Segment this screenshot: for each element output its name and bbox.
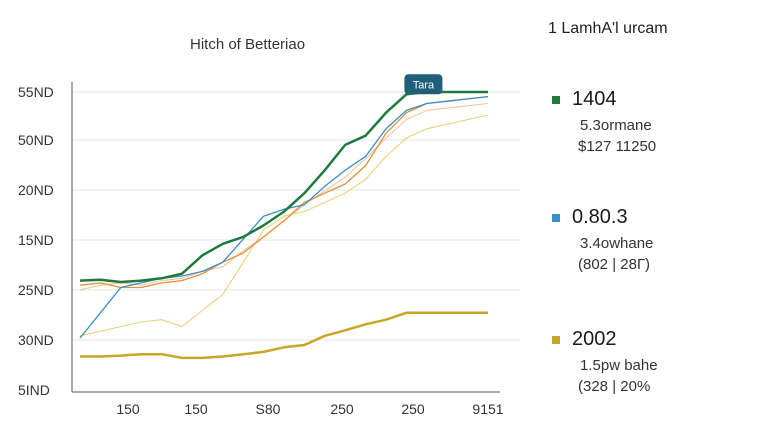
legend-value-3: 2002 <box>572 328 617 350</box>
y-tick-label: 50ND <box>18 132 54 148</box>
legend-line2-3: 1.5pw bahe <box>580 357 658 374</box>
annotation-box <box>404 74 443 95</box>
series-line-orange <box>79 95 489 289</box>
x-tick-label: 150 <box>184 401 208 417</box>
legend-line3-3: (328 | 20% <box>578 378 651 395</box>
legend-line3-1: $127 11250 <box>578 138 657 155</box>
x-tick-label: S80 <box>256 401 281 417</box>
y-tick-label: 25ND <box>18 282 54 298</box>
legend-line3-2: (802 | 28Г) <box>578 256 651 273</box>
legend-entry-3: 2002 1.5pw bahe (328 | 20% <box>552 328 752 395</box>
y-tick-label: 30ND <box>18 332 54 348</box>
series-line-1404 <box>79 90 488 284</box>
legend-swatch-2 <box>552 213 560 222</box>
chart-title: Hitch of Betteriao <box>190 36 306 53</box>
header-right-label: 1 LamhА'l urcam <box>548 20 668 37</box>
legend-value-1: 1404 <box>572 88 617 110</box>
y-tick-label: 55ND <box>18 84 54 100</box>
x-tick-label: 150 <box>116 401 140 417</box>
x-tick-label: 9151 <box>472 401 503 417</box>
series-line-0803 <box>79 95 489 339</box>
y-tick-label: 5IND <box>18 382 50 398</box>
series-line-paleorange <box>79 102 489 291</box>
legend-entry-2: 0.80.3 3.4owhane (802 | 28Г) <box>552 206 752 273</box>
series-line-2002 <box>80 311 488 360</box>
legend-value-2: 0.80.3 <box>572 206 628 228</box>
x-tick-label: 250 <box>401 401 425 417</box>
legend-swatch-1 <box>552 95 560 104</box>
legend-line2-2: 3.4owhane <box>580 235 654 252</box>
y-tick-label: 20ND <box>18 182 54 198</box>
annotation-label: Tara <box>413 79 435 91</box>
x-tick-label: 250 <box>330 401 354 417</box>
series-line-lightgold <box>79 114 489 337</box>
legend-line2-1: 5.3ormane <box>580 117 652 134</box>
y-tick-label: 15ND <box>18 232 54 248</box>
legend-entry-1: 1404 5.3ormane $127 11250 <box>552 88 752 155</box>
legend-swatch-3 <box>552 335 560 344</box>
